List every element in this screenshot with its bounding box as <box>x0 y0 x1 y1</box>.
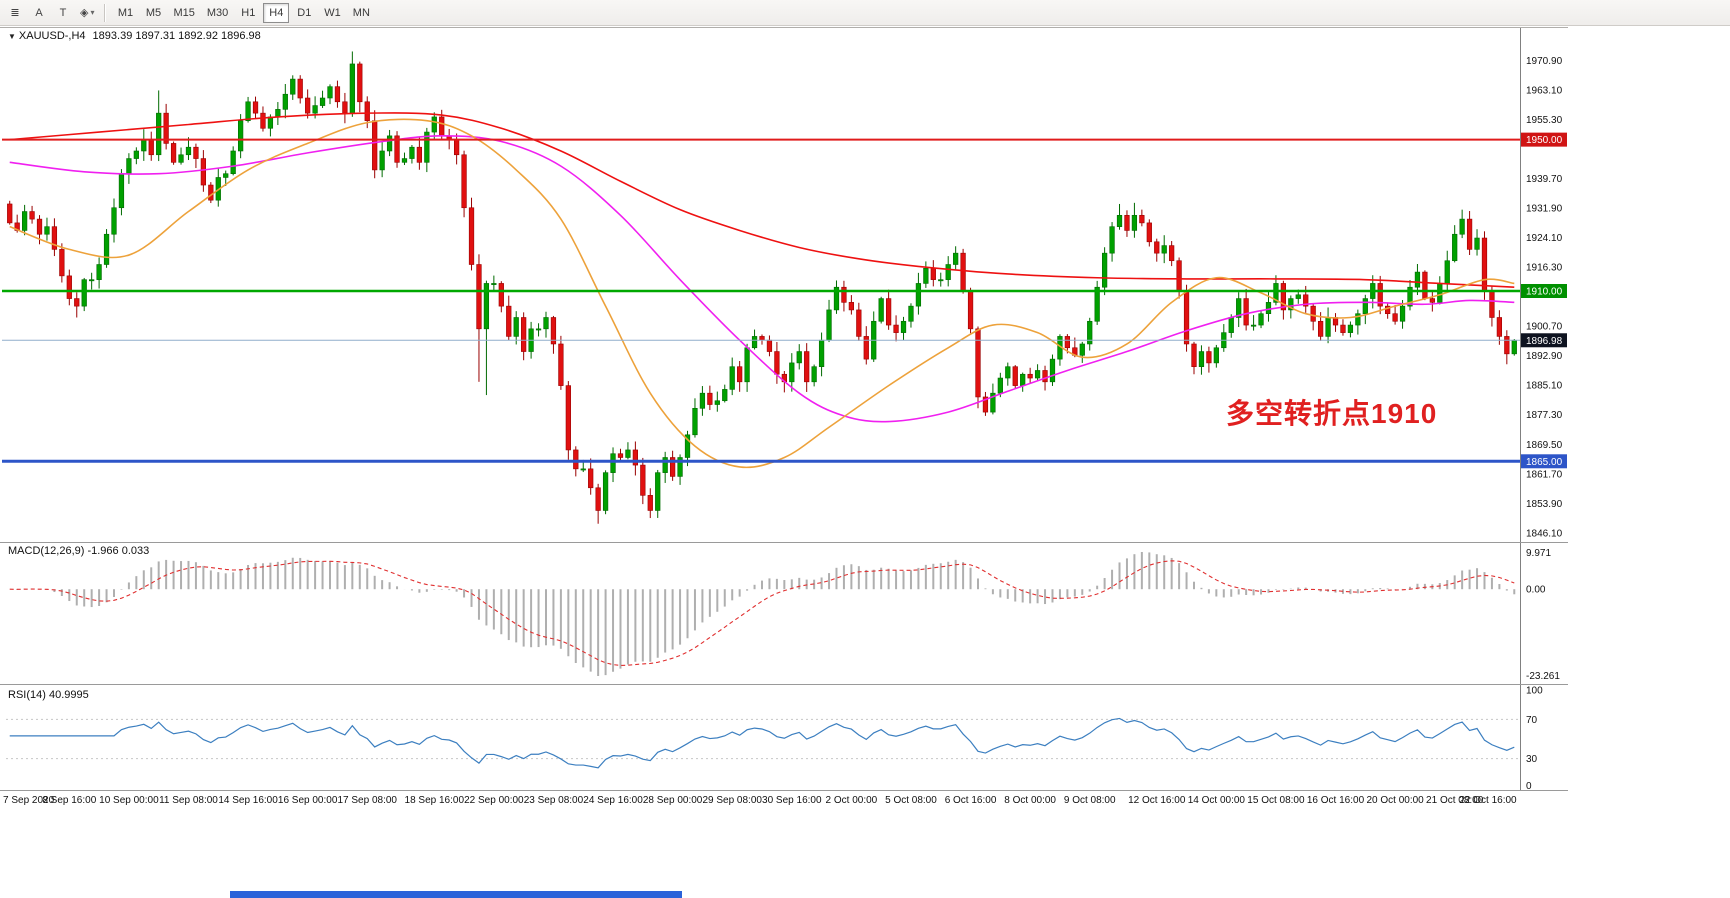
svg-text:1924.10: 1924.10 <box>1526 233 1563 244</box>
svg-text:1846.10: 1846.10 <box>1526 528 1563 539</box>
symbol-dropdown-icon: ▼ <box>8 32 16 41</box>
rsi-indicator-label: RSI(14) 40.9995 <box>8 689 89 701</box>
svg-text:1896.98: 1896.98 <box>1526 336 1563 347</box>
timeframe-m30-button[interactable]: M30 <box>202 3 233 23</box>
svg-text:6 Oct 16:00: 6 Oct 16:00 <box>945 795 997 806</box>
timeframe-m5-button[interactable]: M5 <box>140 3 166 23</box>
svg-text:28 Sep 00:00: 28 Sep 00:00 <box>643 795 703 806</box>
svg-text:10 Sep 00:00: 10 Sep 00:00 <box>99 795 159 806</box>
svg-text:1865.00: 1865.00 <box>1526 457 1563 468</box>
svg-text:14 Sep 16:00: 14 Sep 16:00 <box>218 795 278 806</box>
svg-text:11 Sep 08:00: 11 Sep 08:00 <box>159 795 218 806</box>
svg-text:1910.00: 1910.00 <box>1526 287 1563 298</box>
svg-text:16 Oct 16:00: 16 Oct 16:00 <box>1307 795 1365 806</box>
bottom-taskbar-strip <box>230 891 682 898</box>
menu-glyph: ≣ <box>10 7 20 19</box>
svg-text:18 Sep 16:00: 18 Sep 16:00 <box>405 795 465 806</box>
cursor-glyph: A <box>35 6 43 19</box>
timeframe-m1-button[interactable]: M1 <box>112 3 138 23</box>
svg-text:1900.70: 1900.70 <box>1526 322 1563 333</box>
svg-text:-23.261: -23.261 <box>1526 671 1560 682</box>
toolbar: ≣ A T ◈ ▾ M1 M5 M15 M30 H1 H4 D1 W1 MN <box>0 0 1730 26</box>
timeframe-m15-button[interactable]: M15 <box>168 3 199 23</box>
svg-text:1931.90: 1931.90 <box>1526 204 1563 215</box>
macd-indicator-label: MACD(12,26,9) -1.966 0.033 <box>8 545 150 557</box>
text-glyph: T <box>59 6 67 19</box>
svg-text:70: 70 <box>1526 715 1538 726</box>
symbol-name: XAUUSD-,H4 <box>18 30 86 42</box>
text-tool-icon[interactable]: T <box>52 3 74 23</box>
svg-text:24 Sep 16:00: 24 Sep 16:00 <box>583 795 643 806</box>
svg-text:21 Oct 08:00: 21 Oct 08:00 <box>1426 795 1484 806</box>
annotation-text: 多空转折点1910 <box>1226 398 1438 429</box>
svg-text:14 Oct 00:00: 14 Oct 00:00 <box>1188 795 1246 806</box>
shapes-icon: ◈ <box>80 7 89 19</box>
svg-text:16 Sep 00:00: 16 Sep 00:00 <box>278 795 338 806</box>
svg-text:9.971: 9.971 <box>1526 548 1551 559</box>
timeframe-mn-button[interactable]: MN <box>348 3 375 23</box>
timeframe-h1-button[interactable]: H1 <box>235 3 261 23</box>
svg-text:100: 100 <box>1526 686 1543 697</box>
timeframe-w1-button[interactable]: W1 <box>319 3 346 23</box>
svg-text:1939.70: 1939.70 <box>1526 174 1563 185</box>
svg-text:30: 30 <box>1526 754 1538 765</box>
svg-text:1861.70: 1861.70 <box>1526 469 1563 480</box>
svg-text:1892.90: 1892.90 <box>1526 351 1563 362</box>
svg-text:12 Oct 16:00: 12 Oct 16:00 <box>1128 795 1186 806</box>
svg-text:23 Sep 08:00: 23 Sep 08:00 <box>524 795 584 806</box>
svg-text:1970.90: 1970.90 <box>1526 56 1563 67</box>
svg-text:5 Oct 08:00: 5 Oct 08:00 <box>885 795 937 806</box>
svg-text:9 Oct 08:00: 9 Oct 08:00 <box>1064 795 1116 806</box>
svg-text:1877.30: 1877.30 <box>1526 410 1563 421</box>
svg-text:15 Oct 08:00: 15 Oct 08:00 <box>1247 795 1305 806</box>
symbol-title: ▼ XAUUSD-,H4 1893.39 1897.31 1892.92 1896.… <box>8 30 261 42</box>
svg-text:20 Oct 00:00: 20 Oct 00:00 <box>1366 795 1424 806</box>
svg-text:1869.50: 1869.50 <box>1526 440 1563 451</box>
cursor-tool-icon[interactable]: A <box>28 3 50 23</box>
svg-text:22 Sep 00:00: 22 Sep 00:00 <box>464 795 524 806</box>
svg-text:8 Oct 00:00: 8 Oct 00:00 <box>1004 795 1056 806</box>
chevron-down-icon: ▾ <box>90 8 95 17</box>
svg-text:1916.30: 1916.30 <box>1526 263 1563 274</box>
menu-grid-icon[interactable]: ≣ <box>4 3 26 23</box>
svg-text:1885.10: 1885.10 <box>1526 381 1563 392</box>
svg-text:0.00: 0.00 <box>1526 585 1546 596</box>
svg-text:29 Sep 08:00: 29 Sep 08:00 <box>702 795 762 806</box>
svg-text:1963.10: 1963.10 <box>1526 86 1563 97</box>
svg-text:1853.90: 1853.90 <box>1526 499 1563 510</box>
svg-text:8 Sep 16:00: 8 Sep 16:00 <box>42 795 96 806</box>
toolbar-separator <box>104 3 107 22</box>
timeframe-h4-button[interactable]: H4 <box>263 2 290 23</box>
draw-shapes-dropdown[interactable]: ◈ ▾ <box>76 3 98 23</box>
svg-text:0: 0 <box>1526 781 1532 792</box>
svg-text:22 Oct 16:00: 22 Oct 16:00 <box>1459 795 1517 806</box>
svg-text:17 Sep 08:00: 17 Sep 08:00 <box>337 795 397 806</box>
svg-text:1950.00: 1950.00 <box>1526 135 1563 146</box>
svg-text:1955.30: 1955.30 <box>1526 115 1563 126</box>
ohlc-values: 1893.39 1897.31 1892.92 1896.98 <box>92 30 261 42</box>
timeframe-d1-button[interactable]: D1 <box>291 3 317 23</box>
svg-text:2 Oct 00:00: 2 Oct 00:00 <box>826 795 878 806</box>
svg-text:30 Sep 16:00: 30 Sep 16:00 <box>762 795 822 806</box>
svg-text:7 Sep 2020: 7 Sep 2020 <box>3 795 55 806</box>
